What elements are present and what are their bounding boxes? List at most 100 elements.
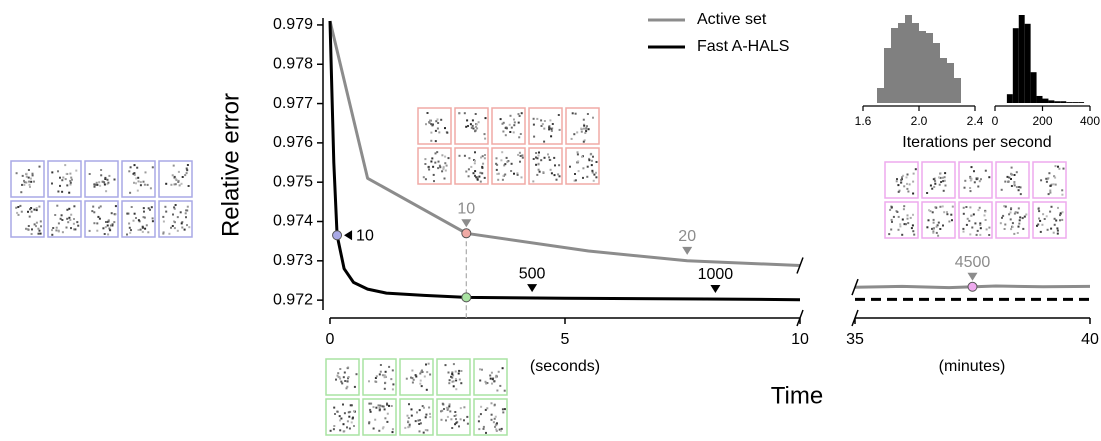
thumbnail-pixel: [29, 177, 32, 180]
thumbnail-pixel: [51, 182, 53, 185]
thumbnail-pixel: [1054, 176, 1057, 179]
thumbnail-pixel: [478, 428, 481, 431]
thumbnail-pixel: [133, 173, 136, 176]
thumbnail-pixel: [548, 126, 551, 129]
thumbnail-pixel: [187, 185, 190, 187]
thumbnail-pixel: [370, 402, 373, 405]
thumbnail-pixel: [1000, 188, 1003, 191]
thumbnail-pixel: [337, 376, 340, 379]
thumbnail-pixel: [1036, 224, 1038, 227]
thumbnail-pixel: [417, 419, 420, 422]
thumbnail-pixel: [146, 183, 149, 186]
thumbnail-pixel: [1013, 212, 1016, 215]
thumbnail-pixel: [430, 131, 433, 134]
thumbnail-pixel: [943, 211, 946, 214]
thumbnail-pixel: [391, 369, 394, 372]
thumbnail-pixel: [181, 221, 184, 223]
thumbnail-pixel: [971, 226, 974, 229]
thumbnail-pixel: [176, 229, 179, 232]
thumbnail-pixel: [333, 406, 336, 409]
thumbnail-pixel: [1013, 232, 1016, 235]
thumbnail-pixel: [516, 172, 519, 175]
thumbnail-pixel: [468, 157, 471, 160]
thumbnail-pixel: [451, 380, 454, 383]
thumbnail-pixel: [21, 174, 24, 177]
thumbnail-pixel: [186, 209, 189, 212]
thumbnail-pixel: [970, 214, 973, 217]
thumbnail-pixel: [185, 216, 187, 219]
thumbnail-pixel: [520, 176, 523, 179]
thumbnail-pixel: [532, 158, 535, 160]
thumbnail-pixel: [494, 376, 497, 379]
thumbnail-pixel: [903, 223, 906, 226]
thumbnail-pixel: [1039, 230, 1042, 233]
thumbnail-pixel: [382, 426, 385, 429]
thumbnail-pixel: [478, 175, 481, 178]
thumbnail-pixel: [384, 417, 387, 420]
thumbnail-pixel: [490, 371, 493, 374]
thumbnail-pixel: [180, 182, 183, 185]
thumbnail-pixel: [592, 155, 594, 158]
thumbnail-pixel: [33, 208, 36, 211]
annotation: 1000: [698, 266, 734, 283]
thumbnail-pixel: [503, 408, 506, 411]
thumbnail-pixel: [458, 425, 460, 428]
thumbnail-pixel: [1038, 210, 1041, 213]
thumbnail-pixel: [962, 206, 965, 209]
thumbnail-pixel: [466, 415, 469, 418]
annotation-arrow: [461, 219, 472, 228]
thumbnail-pixel: [110, 212, 113, 215]
thumbnail-pixel: [188, 226, 191, 229]
thumbnail-pixel: [913, 233, 916, 236]
thumbnail-pixel: [582, 167, 585, 170]
thumbnail-pixel: [941, 205, 944, 208]
thumbnail-pixel: [536, 157, 539, 160]
thumbnail-pixel: [483, 133, 486, 136]
thumbnail-pixel: [892, 215, 895, 218]
thumbnail-pixel: [465, 125, 468, 128]
thumbnail-pixel: [467, 125, 469, 127]
thumbnail-pixel: [59, 184, 61, 187]
thumbnail-pixel: [135, 177, 138, 180]
thumbnail-pixel: [429, 416, 432, 418]
thumbnail-pixel: [976, 229, 979, 232]
thumbnail-pixel: [29, 208, 32, 211]
thumbnail-pixel: [1010, 166, 1013, 169]
thumbnail-pixel: [499, 118, 502, 121]
thumbnail-pixel: [113, 221, 116, 224]
thumbnail-pixel: [510, 162, 513, 165]
thumbnail-pixel: [369, 410, 372, 413]
thumbnail-pixel: [171, 225, 174, 227]
thumbnail-pixel: [443, 408, 445, 410]
thumbnail-pixel: [574, 112, 577, 115]
thumbnail-pixel: [459, 418, 462, 421]
thumbnail-pixel: [455, 388, 458, 391]
thumbnail-pixel: [499, 429, 502, 432]
thumbnail-pixel: [174, 183, 177, 186]
thumbnail-pixel: [38, 165, 41, 168]
thumbnail-pixel: [576, 151, 579, 154]
thumbnail-pixel: [593, 173, 596, 176]
thumbnail-pixel: [172, 164, 175, 167]
thumbnail-pixel: [1006, 175, 1009, 178]
thumbnail-pixel: [383, 374, 386, 377]
thumbnail-pixel: [479, 171, 482, 174]
hist-bar: [905, 15, 912, 103]
thumbnail-pixel: [143, 216, 146, 219]
thumbnail-pixel: [379, 404, 382, 407]
x-tick-label: 1.6: [855, 114, 872, 128]
thumbnail-pixel: [30, 233, 33, 235]
thumbnail-pixel: [891, 220, 893, 223]
thumbnail-pixel: [31, 174, 34, 177]
thumbnail-pixel: [136, 166, 139, 169]
y-tick-label: 0.979: [273, 16, 313, 33]
thumbnail-pixel: [66, 217, 69, 220]
thumbnail-pixel: [186, 169, 189, 172]
thumbnail-pixel: [969, 179, 972, 182]
thumbnail-pixel: [103, 233, 106, 235]
thumbnail-pixel: [114, 213, 117, 216]
thumbnail-pixel: [73, 205, 76, 208]
thumbnail-pixel: [1061, 189, 1064, 192]
hist-x-label: Iterations per second: [902, 134, 1051, 151]
thumbnail-pixel: [463, 154, 466, 157]
